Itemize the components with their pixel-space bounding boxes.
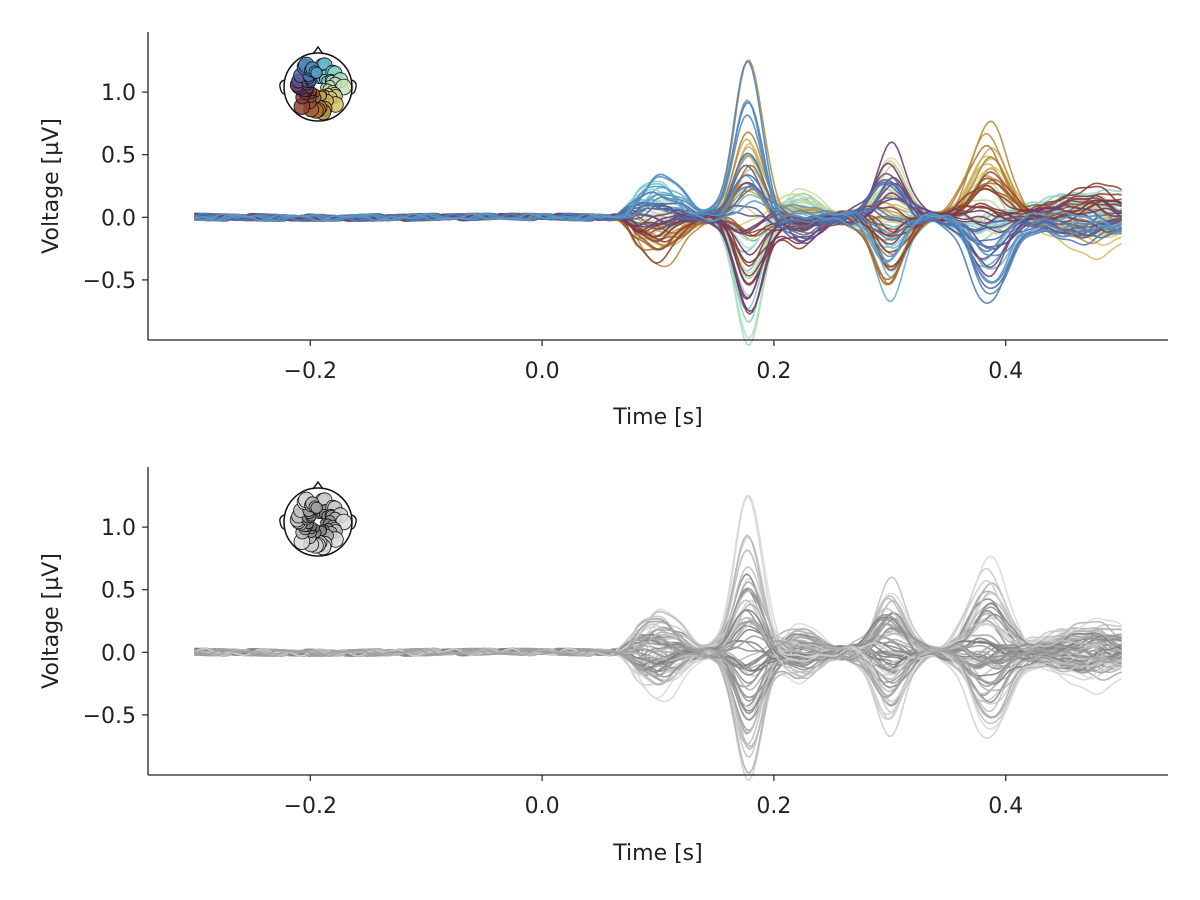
panel-bottom: −0.2 0.0 0.2 0.4 −0.5 0.0 0.5 1.0 Time [s] Vol… <box>39 467 1168 866</box>
x-tick-label: 0.0 <box>525 794 560 819</box>
x-axis-label: Time [s] <box>612 841 702 866</box>
electrode-marker <box>311 67 322 78</box>
y-tick-label: 0.0 <box>101 206 136 231</box>
y-axis-label: Voltage [µV] <box>39 118 64 254</box>
y-tick-label: 1.0 <box>101 81 136 106</box>
y-tick-label: 0.5 <box>101 144 136 169</box>
electrode-marker <box>311 502 322 513</box>
y-tick-label: 1.0 <box>101 516 136 541</box>
y-ticks-bottom: −0.5 0.0 0.5 1.0 <box>83 516 148 729</box>
x-axis-label: Time [s] <box>612 405 702 430</box>
y-ticks-top: −0.5 0.0 0.5 1.0 <box>83 81 148 294</box>
x-tick-label: 0.4 <box>988 794 1023 819</box>
x-ticks-bottom: −0.2 0.0 0.2 0.4 <box>284 775 1024 819</box>
x-tick-label: 0.4 <box>988 359 1023 384</box>
x-tick-label: −0.2 <box>284 359 337 384</box>
x-ticks-top: −0.2 0.0 0.2 0.4 <box>284 340 1024 384</box>
x-tick-label: 0.0 <box>525 359 560 384</box>
x-tick-label: −0.2 <box>284 794 337 819</box>
y-tick-label: −0.5 <box>83 704 136 729</box>
y-tick-label: −0.5 <box>83 269 136 294</box>
x-tick-label: 0.2 <box>756 794 791 819</box>
y-tick-label: 0.0 <box>101 641 136 666</box>
y-axis-label: Voltage [µV] <box>39 553 64 689</box>
y-tick-label: 0.5 <box>101 579 136 604</box>
topomap-legend-icon <box>280 482 356 556</box>
topomap-legend-icon <box>280 47 356 121</box>
panel-top: −0.2 0.0 0.2 0.4 −0.5 0.0 0.5 1.0 Time [s] Vol… <box>39 32 1168 430</box>
x-tick-label: 0.2 <box>756 359 791 384</box>
